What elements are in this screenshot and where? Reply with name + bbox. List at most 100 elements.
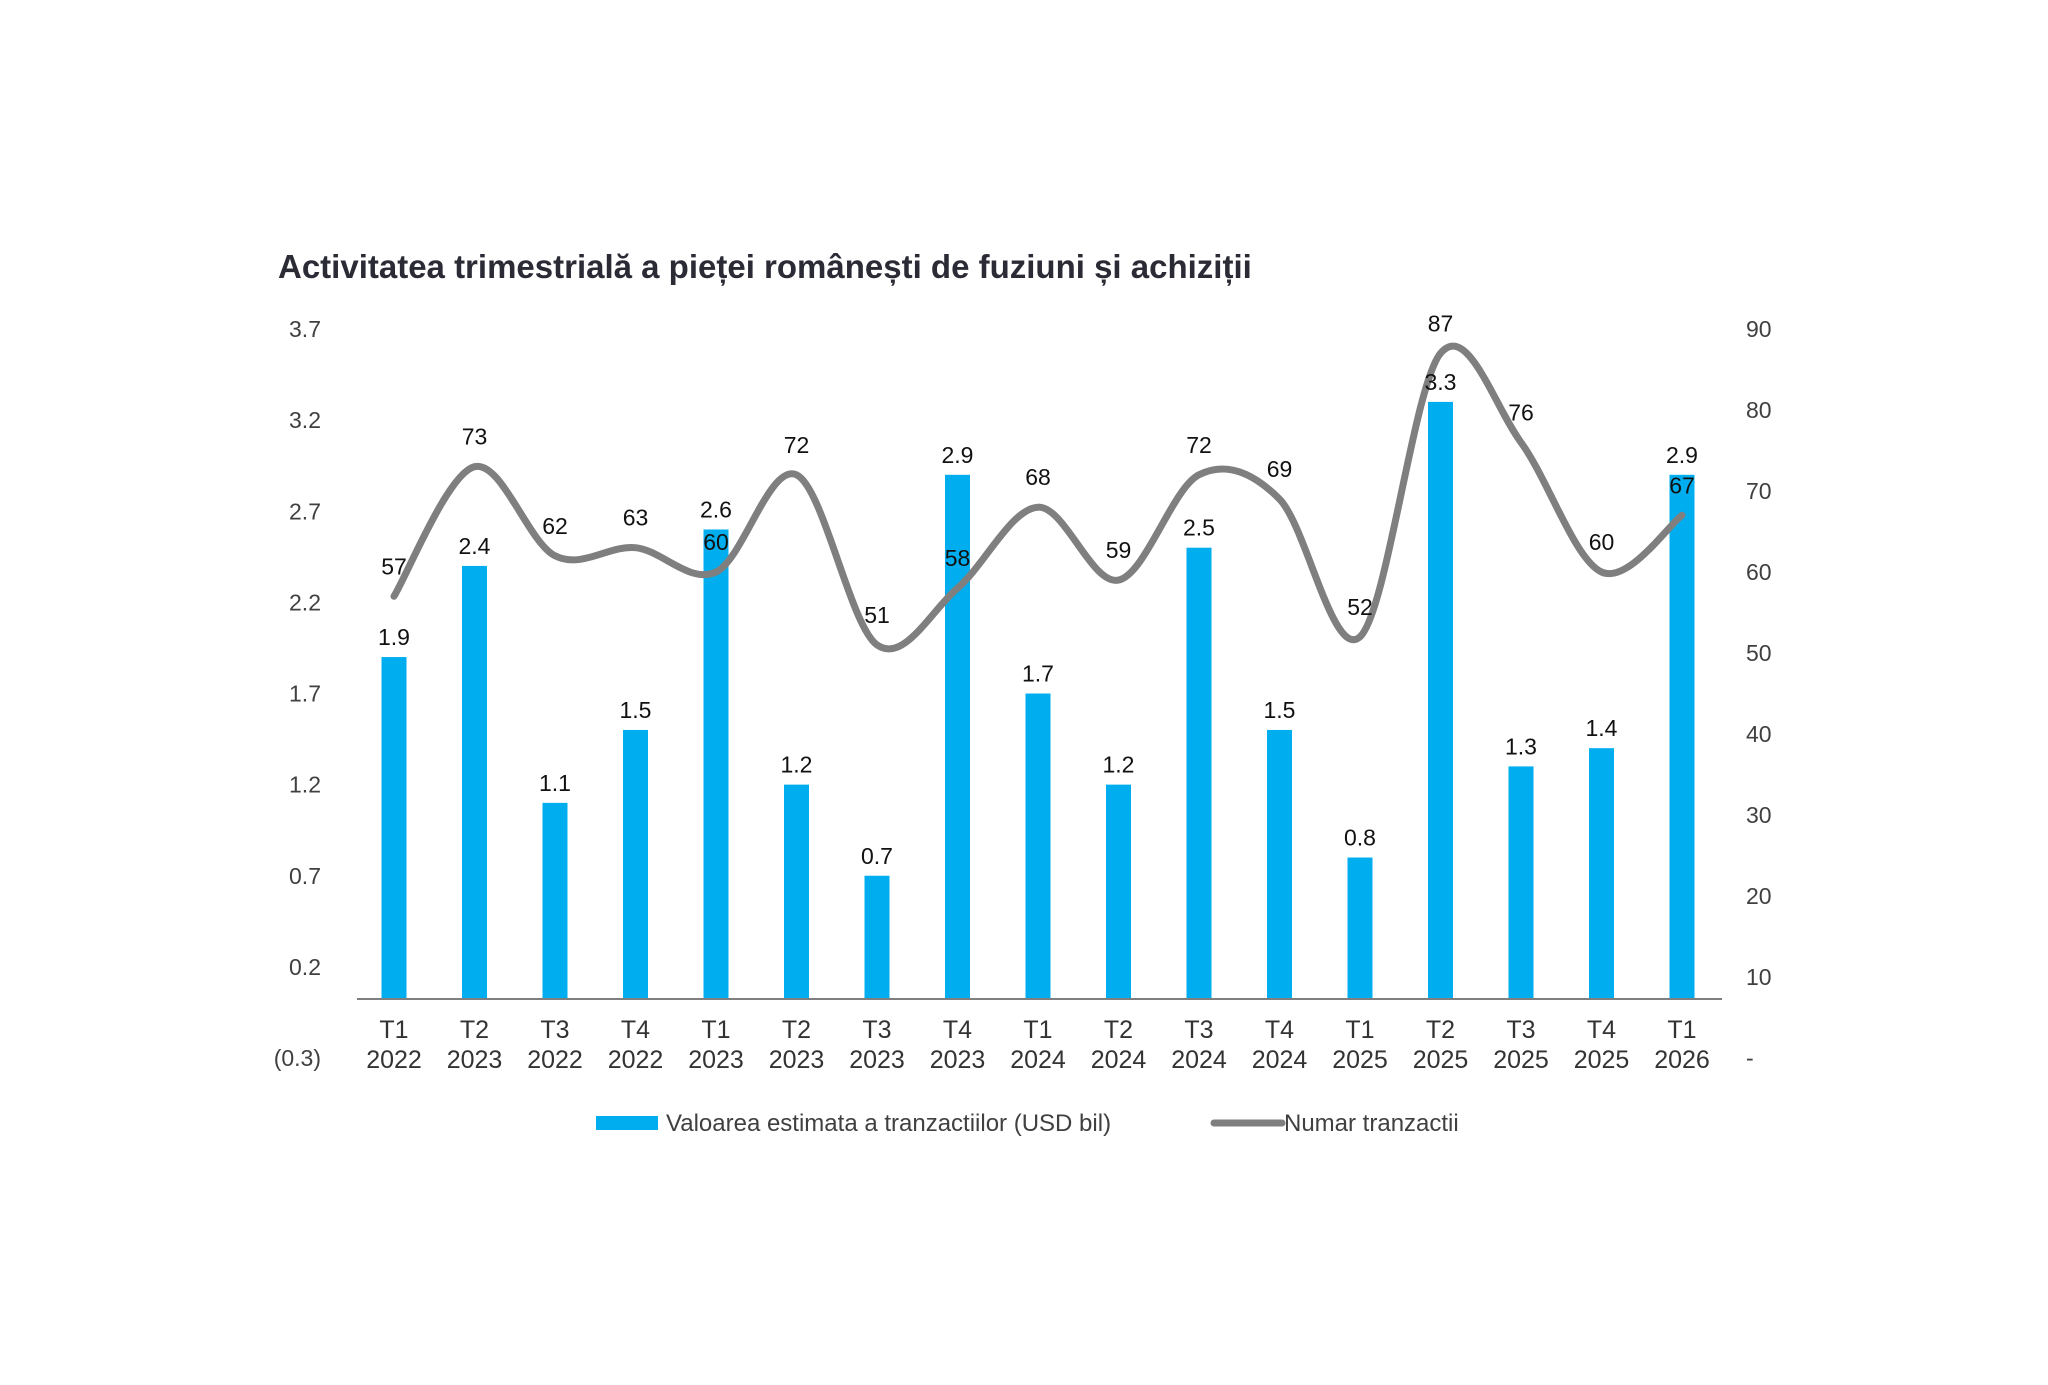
line-value-label: 68: [1025, 464, 1051, 490]
line-value-label: 67: [1669, 472, 1695, 498]
line-value-label: 51: [864, 602, 890, 628]
bar: [623, 729, 648, 999]
data-labels: 1.9 2.4 1.1 1.5 2.6 1.2 0.7 2.9 1.7 1.2 2.5 1.5 0.8 3…: [378, 310, 1698, 868]
category-label: T1 2026: [1654, 1016, 1710, 1074]
chart-title: Activitatea trimestrială a pieței române…: [278, 248, 1252, 286]
bar-value-label: 1.5: [1264, 697, 1296, 723]
category-label: T3 2024: [1171, 1016, 1227, 1074]
bar-value-label: 2.6: [700, 496, 732, 522]
category-label: T2 2023: [447, 1016, 503, 1074]
left-tick-label: 1.7: [289, 681, 321, 707]
category-label: T4 2025: [1574, 1016, 1630, 1074]
bar-value-label: 3.3: [1425, 369, 1457, 395]
line-value-label: 72: [784, 432, 810, 458]
line-value-label: 60: [1589, 529, 1615, 555]
right-tick-label: 50: [1746, 640, 1772, 666]
bar: [462, 565, 487, 999]
left-tick-label: 2.2: [289, 589, 321, 615]
left-axis: 3.7 3.2 2.7 2.2 1.7 1.2 0.7 0.2 (0.3): [274, 316, 321, 1071]
right-tick-label: 30: [1746, 802, 1772, 828]
line-value-label: 57: [381, 553, 407, 579]
right-tick-label: -: [1746, 1045, 1754, 1071]
bar-series: [381, 401, 1695, 999]
category-label: T1 2024: [1010, 1016, 1066, 1074]
line-value-label: 73: [462, 424, 488, 450]
bar: [1669, 474, 1695, 999]
legend-bar-swatch: [596, 1116, 658, 1130]
category-label: T3 2023: [849, 1016, 905, 1074]
count-line: [390, 342, 1686, 653]
left-tick-label: 3.2: [289, 407, 321, 433]
bar: [1025, 693, 1051, 999]
category-label: T4 2022: [608, 1016, 664, 1074]
bar: [945, 474, 970, 999]
category-label: T3 2025: [1493, 1016, 1549, 1074]
bar-value-label: 1.4: [1586, 715, 1618, 741]
left-tick-label: 1.2: [289, 772, 321, 798]
left-tick-label: 3.7: [289, 316, 321, 342]
legend: Valoarea estimata a tranzactiilor (USD b…: [596, 1110, 1459, 1137]
bar: [1508, 766, 1534, 999]
x-axis-categories: T1 2022 T2 2023 T3 2022 T4 2022 T1 2023 T2 2023 T3 20…: [366, 1016, 1710, 1074]
category-label: T4 2023: [930, 1016, 986, 1074]
left-tick-label: 0.7: [289, 863, 321, 889]
legend-bar-label: Valoarea estimata a tranzactiilor (USD b…: [666, 1110, 1111, 1137]
bar-value-label: 1.2: [1103, 752, 1135, 778]
category-label: T1 2022: [366, 1016, 422, 1074]
line-series: [390, 342, 1686, 653]
right-tick-label: 60: [1746, 559, 1772, 585]
line-value-label: 59: [1106, 537, 1132, 563]
bar-value-label: 2.9: [942, 442, 974, 468]
bar: [1106, 784, 1131, 999]
bar-value-label: 0.8: [1344, 825, 1376, 851]
right-tick-label: 40: [1746, 721, 1772, 747]
bar: [1267, 729, 1292, 999]
bar: [381, 657, 407, 999]
left-tick-label: (0.3): [274, 1045, 321, 1071]
bar-value-label: 2.9: [1666, 442, 1698, 468]
right-tick-label: 90: [1746, 316, 1772, 342]
line-value-label: 63: [623, 505, 649, 531]
line-value-label: 52: [1347, 594, 1373, 620]
right-tick-label: 20: [1746, 883, 1772, 909]
bar-value-label: 1.5: [620, 697, 652, 723]
right-tick-label: 70: [1746, 478, 1772, 504]
line-value-label: 60: [703, 529, 729, 555]
category-label: T1 2025: [1332, 1016, 1388, 1074]
bar-value-label: 1.1: [539, 770, 571, 796]
bar: [1428, 401, 1453, 999]
left-tick-label: 0.2: [289, 954, 321, 980]
category-label: T2 2025: [1413, 1016, 1469, 1074]
bar: [784, 784, 809, 999]
line-value-label: 62: [542, 513, 568, 539]
category-label: T1 2023: [688, 1016, 744, 1074]
bar: [1347, 857, 1373, 999]
category-label: T2 2024: [1091, 1016, 1147, 1074]
line-value-label: 76: [1508, 399, 1534, 425]
bar-value-label: 2.4: [459, 533, 491, 559]
bar-value-label: 2.5: [1183, 515, 1215, 541]
line-value-label: 72: [1186, 432, 1212, 458]
left-tick-label: 2.7: [289, 498, 321, 524]
bar: [864, 875, 890, 999]
bar-value-label: 1.9: [378, 624, 410, 650]
bar-value-label: 1.7: [1022, 661, 1054, 687]
bar: [1589, 748, 1614, 999]
category-label: T2 2023: [769, 1016, 825, 1074]
right-axis: 90 80 70 60 50 40 30 20 10 -: [1746, 316, 1772, 1071]
line-value-label: 87: [1428, 310, 1454, 336]
bar-value-label: 0.7: [861, 843, 893, 869]
bar: [703, 529, 729, 999]
legend-line-label: Numar tranzactii: [1284, 1110, 1459, 1137]
line-value-label: 58: [945, 545, 971, 571]
bar-value-label: 1.2: [781, 752, 813, 778]
line-value-label: 69: [1267, 456, 1293, 482]
right-tick-label: 10: [1746, 964, 1772, 990]
right-tick-label: 80: [1746, 397, 1772, 423]
category-label: T4 2024: [1252, 1016, 1308, 1074]
category-label: T3 2022: [527, 1016, 583, 1074]
bar: [542, 802, 568, 999]
bar: [1186, 547, 1212, 999]
